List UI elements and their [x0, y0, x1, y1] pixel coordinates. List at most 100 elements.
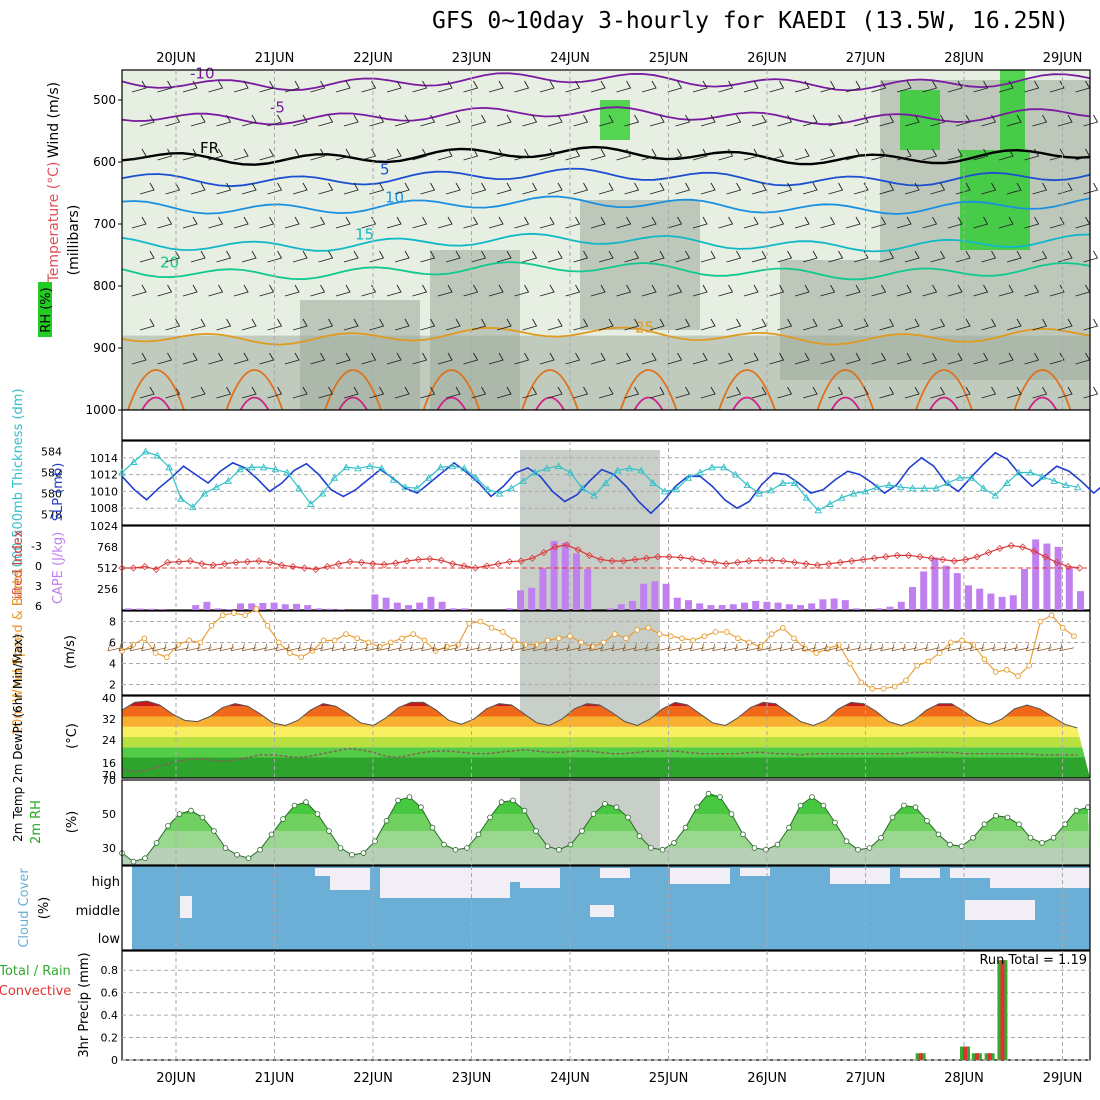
precip-tick-label: 0.8	[101, 964, 119, 977]
wind-barb	[675, 386, 691, 399]
wind-barb	[310, 284, 326, 297]
pressure-tick-label: 800	[93, 279, 116, 293]
li-marker	[278, 561, 286, 569]
wind-barb	[981, 182, 997, 195]
wind-barb-10m	[309, 643, 324, 652]
wind-barb	[386, 80, 402, 93]
wind-barb-10m	[622, 643, 638, 652]
wind-barb	[718, 352, 734, 365]
li-marker	[483, 562, 491, 570]
wind-barb	[216, 386, 232, 399]
wind-barb	[743, 284, 759, 297]
wind-tick-label: 8	[109, 616, 116, 629]
isotherm-loop	[915, 369, 973, 411]
thickness-tick-label: 580	[41, 488, 62, 501]
wind-barb	[1057, 114, 1073, 127]
wind-speed-marker	[880, 685, 887, 692]
thickness-marker	[307, 500, 315, 507]
wind-barb	[922, 148, 938, 161]
wind-barb	[208, 284, 224, 297]
rh-marker	[694, 804, 700, 810]
cape-bar	[416, 602, 424, 610]
wind-barb	[973, 284, 989, 297]
rh-marker	[326, 828, 332, 834]
wind-barb	[361, 352, 377, 365]
wind-barb	[871, 284, 887, 297]
wind-barb	[496, 386, 512, 399]
wind-barb	[318, 182, 334, 195]
li-marker	[984, 549, 992, 557]
wind-barb	[1032, 386, 1048, 399]
wind-barb	[649, 114, 665, 127]
wind-barb	[998, 216, 1014, 229]
wind-barb	[973, 80, 989, 93]
wind-barb	[794, 284, 810, 297]
thickness-marker	[224, 476, 232, 484]
wind-speed-marker	[544, 637, 551, 644]
wind-barb-10m	[936, 643, 951, 652]
precip-bar-convective	[987, 1053, 992, 1060]
day-labels-bottom: 20JUN 21JUN 22JUN 23JUN 24JUN 25JUN 26JUN 27JUN…	[156, 1071, 1082, 1086]
cape-bar	[1065, 567, 1073, 610]
wind-ylabel: 10m Wind Speed & Barbs	[11, 569, 26, 736]
wind-barb	[802, 318, 818, 331]
isotherm-loop	[422, 369, 481, 411]
wind-barb	[343, 318, 359, 331]
cape-bar	[517, 590, 524, 610]
wind-barb	[394, 250, 410, 263]
li-marker	[597, 556, 605, 564]
li-marker	[620, 557, 628, 565]
wind-barb	[386, 148, 402, 161]
wind-barb	[624, 182, 640, 195]
thickness-marker	[554, 462, 563, 470]
wind-barb	[292, 386, 308, 399]
wind-barb	[208, 216, 224, 229]
cape-bar	[461, 608, 468, 610]
wind-barb	[284, 216, 300, 229]
precip-bar-convective	[963, 1046, 967, 1060]
wind-barb	[471, 318, 487, 331]
wind-panel: 2 4 6 8	[107, 606, 1091, 696]
wind-barb	[463, 216, 479, 229]
wind-speed-marker	[499, 629, 506, 635]
thickness-marker	[330, 473, 339, 481]
wind-barb-10m	[488, 643, 503, 652]
thickness-marker	[649, 479, 657, 486]
thickness-marker	[1074, 483, 1082, 491]
rh-marker	[142, 855, 148, 861]
thickness-marker	[566, 468, 575, 476]
pressure-tick-label: 600	[93, 155, 116, 169]
thickness-marker	[1015, 468, 1023, 476]
rh-marker	[498, 799, 505, 805]
wind-barb	[802, 386, 818, 399]
li-marker	[870, 554, 878, 562]
wind-barb	[794, 216, 810, 229]
cape-bar	[819, 599, 827, 610]
rh-marker	[222, 845, 229, 851]
wind-barb-10m	[869, 643, 884, 652]
wind-barb	[751, 318, 767, 331]
wind-barb-10m	[152, 643, 167, 652]
axis-labels: (millibars) Wind (m/s) Temperature (°C) RH …	[0, 82, 92, 1058]
wind-barb	[420, 114, 436, 127]
cape-bar	[774, 602, 782, 610]
isotherm-line	[121, 106, 1091, 126]
wind-barb	[726, 114, 742, 127]
wind-barb-10m	[421, 643, 436, 652]
thickness-marker	[472, 473, 480, 481]
wind-barb	[616, 216, 632, 229]
wind-barb-10m	[969, 643, 985, 652]
thickness-marker	[849, 489, 858, 497]
thickness-marker	[484, 485, 492, 493]
wind-barb	[412, 352, 428, 365]
wind-barb	[802, 250, 818, 263]
thickness-marker	[1003, 479, 1011, 486]
wind-speed-marker	[779, 624, 786, 631]
thickness-marker	[920, 484, 929, 492]
li-marker	[540, 549, 548, 557]
cape-bar	[248, 603, 256, 610]
wind-barb	[292, 250, 308, 263]
cape-bar	[909, 587, 916, 610]
wind-speed-marker	[186, 637, 193, 644]
cloud-level-label: low	[98, 932, 121, 947]
